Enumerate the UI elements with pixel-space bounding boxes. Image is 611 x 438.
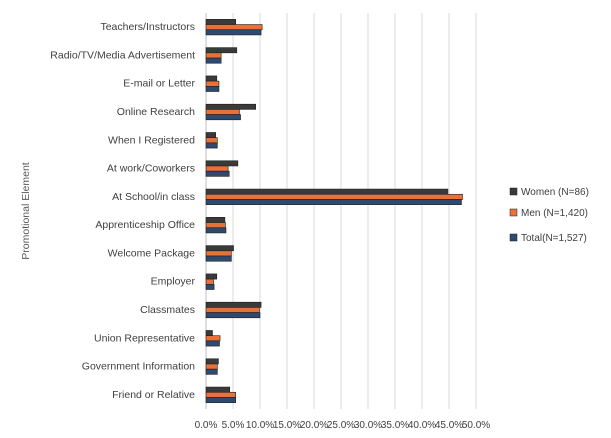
legend-label: Women (N=86) — [521, 187, 589, 198]
bar-total — [205, 86, 220, 92]
category-label: Friend or Relative — [112, 389, 195, 401]
bar-women — [205, 358, 219, 365]
bar-total — [205, 142, 218, 149]
legend-swatch — [509, 187, 518, 196]
y-axis-title: Promotional Element — [20, 162, 32, 260]
bar-men — [205, 80, 220, 87]
bar-women — [205, 386, 231, 393]
bar-men — [205, 307, 260, 313]
legend-swatch — [509, 233, 518, 242]
gridlines — [205, 13, 477, 409]
bar-men — [205, 250, 232, 257]
legend-label: Total(N=1,527) — [521, 233, 587, 244]
category-label: At work/Coworkers — [107, 163, 195, 175]
category-label: When I Registered — [108, 134, 195, 146]
bar-total — [205, 312, 261, 319]
x-tick-label: 45.0% — [435, 420, 463, 431]
bar-total — [205, 255, 232, 262]
bar-total — [205, 340, 220, 347]
category-label: Teachers/Instructors — [100, 21, 195, 33]
bar-men — [205, 165, 229, 172]
category-label: E-mail or Letter — [123, 78, 195, 90]
bar-women — [205, 19, 237, 25]
bar-women — [205, 103, 256, 110]
bar-women — [205, 75, 218, 82]
legend-swatch — [509, 208, 518, 217]
bar-women — [205, 245, 234, 252]
x-axis-tick-labels: 0.0% 5.0% 10.0%15.0%20.0%25.0%30.0%35.0%40… — [195, 420, 491, 431]
category-label: Online Research — [117, 106, 195, 118]
bar-total — [205, 57, 222, 64]
category-label: Government Information — [82, 361, 195, 373]
legend-label: Men (N=1,420) — [521, 208, 588, 219]
bar-women — [205, 160, 239, 167]
category-label: Employer — [151, 276, 196, 288]
category-label: At School/in class — [112, 191, 195, 203]
bar-men — [205, 278, 214, 285]
bar-total — [205, 227, 227, 234]
bar-total — [205, 170, 230, 177]
x-tick-label: 5.0% — [222, 420, 245, 431]
bar-women — [205, 132, 217, 138]
bar-men — [205, 52, 222, 59]
x-tick-label: 40.0% — [408, 420, 436, 431]
category-label: Welcome Package — [108, 247, 196, 259]
bar-men — [205, 222, 226, 229]
bar-women — [205, 273, 218, 280]
bar-men — [205, 24, 263, 31]
x-tick-label: 50.0% — [462, 420, 490, 431]
bar-total — [205, 29, 262, 36]
bars — [205, 19, 463, 403]
category-label: Radio/TV/Media Advertisement — [50, 49, 195, 61]
bar-men — [205, 109, 240, 115]
bar-women — [205, 47, 238, 54]
bar-men — [205, 391, 237, 398]
bar-total — [205, 368, 218, 375]
category-labels: Teachers/Instructors Radio/TV/Media Adver… — [50, 21, 195, 401]
x-tick-label: 30.0% — [354, 420, 382, 431]
x-tick-label: 10.0% — [246, 420, 274, 431]
bar-women — [205, 217, 226, 223]
bar-men — [205, 335, 221, 342]
bar-men — [205, 363, 218, 370]
bar-men — [205, 137, 218, 144]
bar-women — [205, 330, 213, 336]
x-tick-label: 20.0% — [300, 420, 328, 431]
bar-women — [205, 301, 262, 308]
bar-total — [205, 199, 462, 205]
bar-total — [205, 284, 215, 290]
bar-total — [205, 114, 241, 121]
category-label: Union Representative — [94, 332, 195, 344]
bar-men — [205, 193, 463, 200]
bar-total — [205, 397, 237, 403]
x-tick-label: 15.0% — [273, 420, 301, 431]
category-label: Classmates — [140, 304, 195, 316]
x-tick-label: 0.0% — [195, 420, 218, 431]
category-label: Apprenticeship Office — [95, 219, 195, 231]
x-tick-label: 25.0% — [327, 420, 355, 431]
bar-women — [205, 188, 449, 195]
x-tick-label: 35.0% — [381, 420, 409, 431]
legend: Women (N=86) Men (N=1,420) Total(N=1,527) — [509, 187, 589, 244]
